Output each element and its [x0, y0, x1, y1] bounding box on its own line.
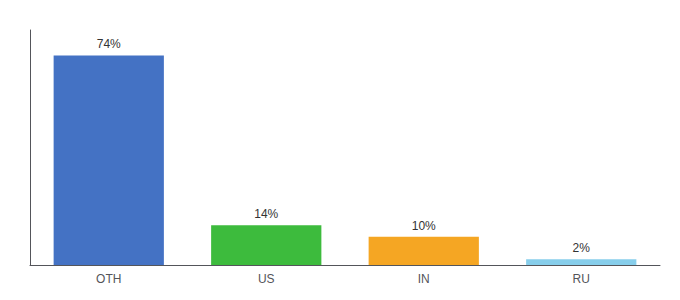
svg-text:14%: 14%: [254, 207, 278, 221]
svg-text:2%: 2%: [573, 241, 591, 255]
svg-text:US: US: [258, 272, 275, 286]
svg-text:10%: 10%: [412, 219, 436, 233]
svg-text:IN: IN: [418, 272, 430, 286]
svg-text:RU: RU: [573, 272, 590, 286]
svg-text:OTH: OTH: [96, 272, 121, 286]
svg-text:74%: 74%: [97, 37, 121, 51]
